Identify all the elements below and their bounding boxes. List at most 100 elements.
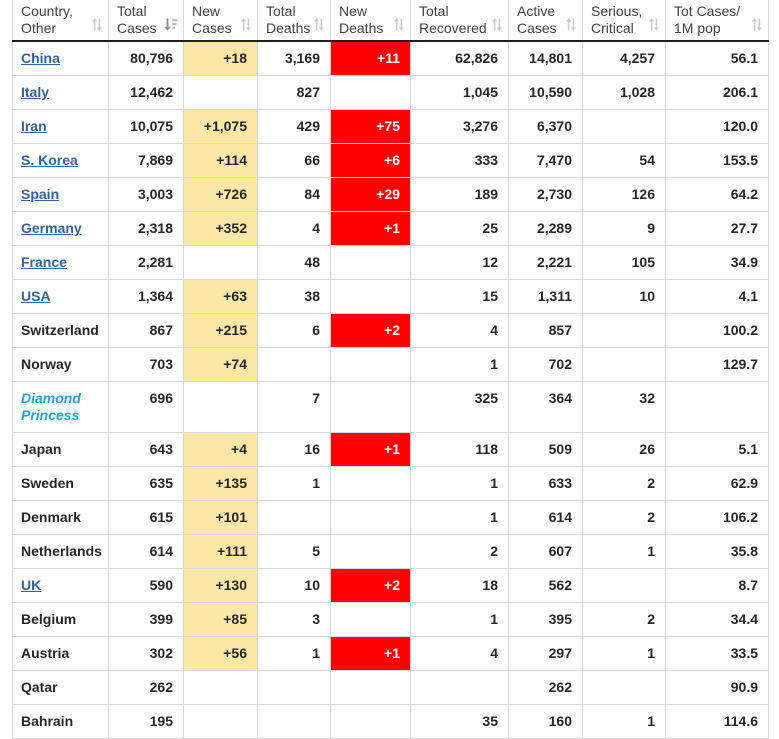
cell-total_deaths: 16 (257, 432, 331, 467)
cell-new_cases (183, 381, 258, 433)
cell-total_cases: 3,003 (108, 177, 184, 212)
cell-cases_per_1m: 114.6 (665, 704, 769, 739)
cell-total_deaths (257, 500, 331, 535)
cell-new_cases: +130 (183, 568, 258, 603)
cell-total_recovered: 15 (410, 279, 509, 314)
cell-total_cases: 80,796 (108, 40, 184, 76)
column-header-total_cases[interactable]: Total Cases (108, 0, 184, 42)
table-row: Sweden 635 +135 1 1 633 2 62.9 (12, 466, 769, 501)
cell-active_cases: 633 (508, 466, 583, 501)
table-row: Switzerland 867 +215 6 +2 4 857 100.2 (12, 313, 769, 348)
cell-cases_per_1m: 64.2 (665, 177, 769, 212)
country-name[interactable]: S. Korea (21, 152, 78, 168)
cell-total_deaths: 66 (257, 143, 331, 178)
cell-serious_critical: 1 (582, 534, 666, 569)
country-name[interactable]: USA (21, 288, 51, 304)
cell-total_cases: 615 (108, 500, 184, 535)
column-header-country[interactable]: Country, Other (12, 0, 109, 42)
cell-new_deaths: +29 (330, 177, 411, 212)
cell-total_cases: 614 (108, 534, 184, 569)
country-name: Denmark (21, 509, 81, 525)
table-row: Bahrain 195 35 160 1 114.6 (12, 704, 769, 739)
cell-total_deaths: 1 (257, 636, 331, 671)
cell-serious_critical: 10 (582, 279, 666, 314)
cell-total_recovered: 189 (410, 177, 509, 212)
table-row: USA 1,364 +63 38 15 1,311 10 4.1 (12, 279, 769, 314)
country-name[interactable]: Iran (21, 118, 47, 134)
cell-new_deaths (330, 245, 411, 280)
cell-total_deaths: 3 (257, 602, 331, 637)
column-header-active_cases[interactable]: Active Cases (508, 0, 583, 42)
country-name[interactable]: China (21, 50, 60, 66)
country-name[interactable]: Spain (21, 186, 60, 202)
column-header-total_recovered[interactable]: Total Recovered (410, 0, 509, 42)
covid-stats-table: Country, Other Total Cases New Cases Total Deat… (12, 0, 769, 739)
cell-new_cases: +352 (183, 211, 258, 246)
column-header-cases_per_1m[interactable]: Tot Cases/1M pop (665, 0, 769, 42)
cell-total_recovered: 1 (410, 602, 509, 637)
table-row: Qatar 262 262 90.9 (12, 670, 769, 705)
cell-new_cases: +4 (183, 432, 258, 467)
cell-new_deaths (330, 75, 411, 110)
country-name[interactable]: UK (21, 577, 42, 593)
cell-total_deaths (257, 704, 331, 739)
column-header-new_cases[interactable]: New Cases (183, 0, 258, 42)
cell-country: Qatar (12, 670, 109, 705)
country-name[interactable]: Italy (21, 84, 50, 100)
cell-total_deaths: 10 (257, 568, 331, 603)
cell-active_cases: 395 (508, 602, 583, 637)
cell-total_recovered: 1 (410, 466, 509, 501)
cell-cases_per_1m: 206.1 (665, 75, 769, 110)
country-name: Qatar (21, 679, 58, 695)
cell-serious_critical: 4,257 (582, 40, 666, 76)
country-name[interactable]: Germany (21, 220, 82, 236)
cell-serious_critical (582, 568, 666, 603)
cell-active_cases: 614 (508, 500, 583, 535)
cell-new_cases: +726 (183, 177, 258, 212)
sort-updown-icon (240, 18, 252, 31)
cell-total_deaths: 38 (257, 279, 331, 314)
cell-cases_per_1m: 56.1 (665, 40, 769, 76)
cell-serious_critical: 1 (582, 704, 666, 739)
table-row: China 80,796 +18 3,169 +11 62,826 14,801 4,257 5… (12, 40, 769, 76)
cell-total_recovered: 325 (410, 381, 509, 433)
cell-total_cases: 195 (108, 704, 184, 739)
cell-total_recovered: 62,826 (410, 40, 509, 76)
column-header-label: Active Cases (517, 3, 557, 36)
cell-serious_critical: 26 (582, 432, 666, 467)
cell-new_cases: +215 (183, 313, 258, 348)
cell-total_deaths: 4 (257, 211, 331, 246)
table-row: Belgium 399 +85 3 1 395 2 34.4 (12, 602, 769, 637)
cell-active_cases: 262 (508, 670, 583, 705)
column-header-serious_critical[interactable]: Serious, Critical (582, 0, 666, 42)
cell-serious_critical (582, 109, 666, 144)
cell-total_deaths (257, 670, 331, 705)
cell-total_recovered: 3,276 (410, 109, 509, 144)
column-header-label: Total Recovered (419, 3, 487, 36)
cell-serious_critical: 2 (582, 466, 666, 501)
cell-new_deaths: +2 (330, 313, 411, 348)
cell-cases_per_1m: 153.5 (665, 143, 769, 178)
cell-country: Denmark (12, 500, 109, 535)
cell-serious_critical: 126 (582, 177, 666, 212)
cell-active_cases: 7,470 (508, 143, 583, 178)
cell-total_recovered: 18 (410, 568, 509, 603)
cell-new_cases: +63 (183, 279, 258, 314)
cell-active_cases: 2,221 (508, 245, 583, 280)
cell-total_deaths: 5 (257, 534, 331, 569)
cell-active_cases: 1,311 (508, 279, 583, 314)
cell-new_deaths (330, 466, 411, 501)
column-header-total_deaths[interactable]: Total Deaths (257, 0, 331, 42)
cell-total_recovered: 12 (410, 245, 509, 280)
cell-new_deaths: +75 (330, 109, 411, 144)
cell-serious_critical: 54 (582, 143, 666, 178)
cell-active_cases: 702 (508, 347, 583, 382)
cell-total_recovered: 1,045 (410, 75, 509, 110)
cell-country: Iran (12, 109, 109, 144)
country-name[interactable]: France (21, 254, 67, 270)
cell-serious_critical: 9 (582, 211, 666, 246)
cell-total_recovered: 4 (410, 636, 509, 671)
cell-country: Germany (12, 211, 109, 246)
column-header-new_deaths[interactable]: New Deaths (330, 0, 411, 42)
cell-cases_per_1m (665, 381, 769, 433)
